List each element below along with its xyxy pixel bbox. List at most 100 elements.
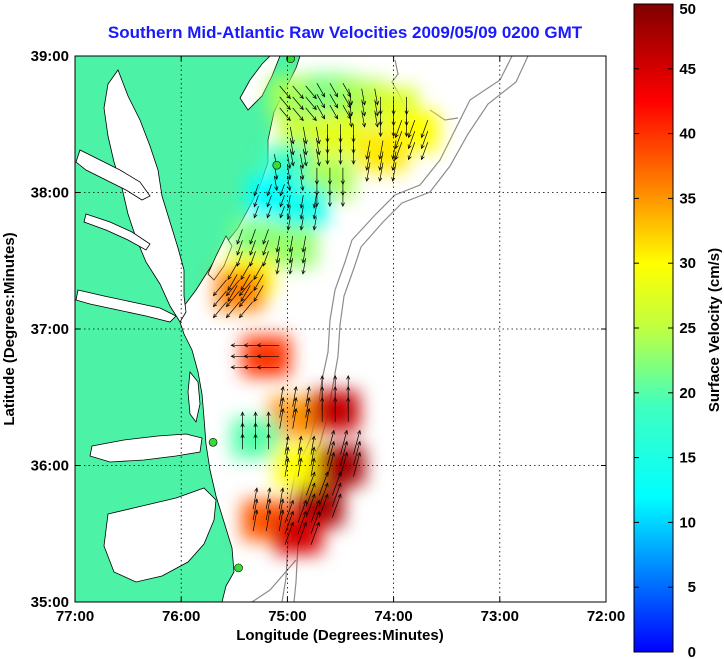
rappahannock-river xyxy=(83,213,151,251)
y-tick-label: 39:00 xyxy=(31,48,69,65)
x-axis: 77:00 76:00 75:00 74:00 73:00 72:00 xyxy=(56,56,625,625)
velocity-arrow xyxy=(292,397,298,418)
velocity-arrow xyxy=(256,365,280,370)
colorbar xyxy=(633,3,674,653)
velocity-arrow xyxy=(378,151,384,171)
velocity-arrow xyxy=(279,206,285,219)
chart-title: Southern Mid-Atlantic Raw Velocities 200… xyxy=(108,23,583,42)
velocity-arrow xyxy=(266,206,272,219)
velocity-arrow xyxy=(287,176,292,192)
velocity-arrow xyxy=(318,482,329,507)
velocity-arrow xyxy=(315,148,321,167)
velocity-arrow xyxy=(302,126,308,145)
velocity-arrow xyxy=(240,285,251,303)
velocity-arrow xyxy=(407,119,416,139)
velocity-arrow xyxy=(316,94,326,109)
velocity-arrow xyxy=(256,343,280,348)
velocity-arrow xyxy=(346,396,351,422)
velocity-arrow xyxy=(305,397,311,418)
velocity-arrow xyxy=(351,146,356,165)
y-tick-label: 37:00 xyxy=(31,321,69,338)
currituck-sound xyxy=(187,370,201,423)
velocity-arrow xyxy=(300,165,305,181)
velocity-arrow xyxy=(284,510,294,534)
velocity-arrow xyxy=(302,137,308,156)
velocity-arrow xyxy=(284,446,290,466)
velocity-arrow xyxy=(253,285,264,303)
colorbar-tick-label: 25 xyxy=(679,320,696,337)
velocity-arrow xyxy=(312,206,317,220)
velocity-arrow xyxy=(340,440,349,466)
velocity-arrow xyxy=(316,83,326,98)
velocity-arrow xyxy=(256,354,280,359)
velocity-arrow xyxy=(238,290,253,308)
station-marker xyxy=(208,437,218,447)
colorbar-tick-label: 30 xyxy=(679,255,696,272)
velocity-arrow xyxy=(301,247,307,264)
bathymetry-contour-1 xyxy=(281,56,513,602)
velocity-arrow xyxy=(212,290,227,308)
velocity-arrow xyxy=(297,435,303,455)
velocity-arrow xyxy=(292,107,304,122)
velocity-arrow xyxy=(227,274,238,292)
velocity-arrow xyxy=(407,130,416,150)
velocity-arrow xyxy=(297,499,307,523)
velocity-arrow xyxy=(327,429,336,455)
velocity-arrow xyxy=(348,110,354,128)
velocity-arrow xyxy=(292,96,304,111)
velocity-arrow xyxy=(353,451,362,477)
velocity-arrow xyxy=(284,521,294,545)
velocity-arrow xyxy=(305,107,317,122)
x-tick-label: 73:00 xyxy=(481,608,519,625)
velocity-arrow xyxy=(262,229,269,245)
velocity-arrow xyxy=(240,263,251,281)
velocity-arrow xyxy=(292,386,298,407)
velocity-arrow xyxy=(252,509,259,532)
velocity-arrow xyxy=(310,457,316,477)
velocity-arrow xyxy=(305,482,316,507)
velocity-arrow xyxy=(253,206,259,219)
station-marker xyxy=(272,160,282,170)
velocity-arrow xyxy=(340,189,345,208)
velocity-arrow xyxy=(315,126,321,145)
x-tick-label: 77:00 xyxy=(56,608,94,625)
y-axis-label: Latitude (Degrees:Minutes) xyxy=(1,232,18,425)
velocity-arrow xyxy=(301,258,307,275)
velocity-arrow xyxy=(279,184,285,197)
velocity-arrow xyxy=(331,482,342,507)
velocity-arrow xyxy=(279,195,285,208)
velocity-arrow xyxy=(315,137,321,156)
x-tick-label: 74:00 xyxy=(374,608,412,625)
velocity-arrow xyxy=(374,99,380,117)
velocity-arrow xyxy=(361,99,367,117)
velocity-arrow xyxy=(305,408,311,429)
station-marker xyxy=(234,563,243,573)
velocity-arrow xyxy=(378,140,384,160)
velocity-arrow xyxy=(331,493,342,518)
velocity-arrow xyxy=(299,217,304,231)
bays xyxy=(75,56,281,583)
velocity-arrow xyxy=(378,118,383,138)
velocity-arrow xyxy=(420,119,429,139)
colorbar-tick-label: 45 xyxy=(679,61,696,78)
pamlico-sound xyxy=(103,487,217,583)
velocity-arrow xyxy=(249,229,256,245)
velocity-arrow xyxy=(288,247,294,264)
velocity-arrow xyxy=(266,184,272,197)
velocity-arrow xyxy=(275,247,281,264)
velocity-arrow xyxy=(279,85,291,100)
velocity-arrow xyxy=(310,521,320,545)
velocity-arrow xyxy=(249,240,256,256)
velocity-arrow xyxy=(407,141,416,161)
velocity-arrow xyxy=(301,236,307,253)
velocity-arrow xyxy=(316,105,326,120)
velocity-arrow xyxy=(361,110,367,128)
velocity-arrow xyxy=(279,386,285,407)
velocity-arrow xyxy=(365,140,371,160)
velocity-arrow xyxy=(404,118,409,138)
velocity-arrow xyxy=(212,301,227,319)
velocity-arrow xyxy=(340,429,349,455)
velocity-arrow xyxy=(374,110,380,128)
velocity-arrow xyxy=(318,493,329,518)
